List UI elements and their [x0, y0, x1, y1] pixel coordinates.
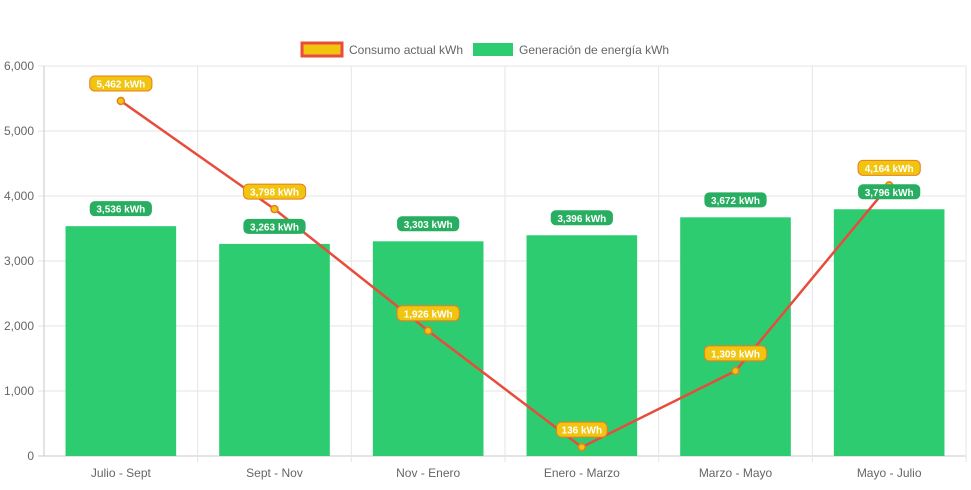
- line-data-label-bg: [857, 159, 921, 176]
- grid: [38, 65, 967, 462]
- bar-data-label: 3,536 kWh: [89, 201, 152, 217]
- line-data-label-text: 4,164 kWh: [865, 164, 914, 175]
- y-tick-label: 6,000: [4, 59, 34, 73]
- x-tick-label: Nov - Enero: [396, 466, 460, 480]
- y-tick-label: 5,000: [4, 124, 34, 138]
- line-point-consumo[interactable]: [423, 326, 433, 336]
- legend-swatch-consumo: [300, 41, 344, 58]
- x-axis: Julio - Sept Sept - Nov Nov - Enero Enero -…: [91, 466, 922, 480]
- legend-label-generacion: Generación de energía kWh: [519, 43, 669, 57]
- line-data-label: 1,309 kWh: [703, 345, 768, 362]
- bar-data-label-text: 3,303 kWh: [404, 220, 453, 231]
- line-point-consumo[interactable]: [116, 96, 126, 106]
- line-data-label-bg: [556, 421, 608, 438]
- y-tick-label: 2,000: [4, 319, 34, 333]
- line-point-consumo[interactable]: [577, 442, 587, 452]
- y-tick-label: 1,000: [4, 384, 34, 398]
- bar-generacion[interactable]: [65, 226, 177, 456]
- bar-generacion[interactable]: [833, 209, 945, 456]
- line-data-label: 3,798 kWh: [242, 183, 307, 200]
- legend-item-generacion[interactable]: Generación de energía kWh: [473, 43, 669, 57]
- bar-series: [65, 209, 945, 456]
- bar-generacion[interactable]: [680, 217, 791, 456]
- bar-data-label: 3,796 kWh: [858, 184, 921, 200]
- x-tick-label: Enero - Marzo: [544, 466, 620, 480]
- bar-data-label-text: 3,536 kWh: [96, 205, 145, 216]
- bar-data-label: 3,672 kWh: [704, 192, 767, 208]
- bar-data-label: 3,396 kWh: [550, 210, 613, 226]
- line-data-label-bg: [89, 75, 153, 92]
- bar-data-label-bg: [858, 184, 921, 200]
- line-data-label-text: 3,798 kWh: [250, 188, 299, 199]
- line-data-label: 4,164 kWh: [857, 159, 921, 176]
- legend: Consumo actual kWh Generación de energía…: [300, 41, 669, 58]
- bar-data-label-bg: [243, 218, 306, 234]
- line-data-label: 136 kWh: [556, 421, 608, 438]
- bar-data-label-bg: [89, 201, 152, 217]
- line-data-label: 1,926 kWh: [396, 305, 460, 322]
- y-tick-label: 0: [27, 449, 34, 463]
- bar-generacion[interactable]: [219, 243, 330, 456]
- y-axis: 0 1,000 2,000 3,000 4,000 5,000 6,000: [4, 59, 34, 463]
- data-labels: 3,536 kWh 3,263 kWh 3,303 kWh 3,396 kWh 3,67…: [89, 75, 921, 438]
- line-data-label-text: 136 kWh: [562, 426, 603, 437]
- bar-data-label: 3,303 kWh: [397, 216, 460, 232]
- line-data-label-bg: [396, 305, 460, 322]
- line-point-consumo[interactable]: [731, 366, 740, 376]
- legend-item-consumo[interactable]: Consumo actual kWh: [300, 41, 463, 58]
- line-point-consumo[interactable]: [270, 204, 279, 214]
- line-data-label-text: 5,462 kWh: [96, 79, 145, 90]
- x-tick-label: Julio - Sept: [91, 466, 152, 480]
- line-data-label-text: 1,309 kWh: [711, 349, 760, 360]
- line-data-label-bg: [703, 345, 768, 362]
- bar-data-label-text: 3,263 kWh: [250, 222, 299, 233]
- bar-data-label-text: 3,672 kWh: [711, 196, 760, 207]
- x-tick-label: Mayo - Julio: [857, 466, 922, 480]
- line-data-label-text: 1,926 kWh: [404, 309, 453, 320]
- bar-data-label-text: 3,396 kWh: [557, 214, 606, 225]
- bar-data-label-bg: [397, 216, 460, 232]
- legend-label-consumo: Consumo actual kWh: [349, 43, 463, 57]
- line-data-label: 5,462 kWh: [89, 75, 153, 92]
- bar-data-label-bg: [704, 192, 767, 208]
- x-tick-label: Marzo - Mayo: [699, 466, 773, 480]
- x-tick-label: Sept - Nov: [246, 466, 303, 480]
- bar-generacion[interactable]: [372, 241, 484, 456]
- legend-swatch-generacion: [473, 43, 513, 56]
- bar-data-label: 3,263 kWh: [243, 218, 306, 234]
- y-tick-label: 4,000: [4, 189, 34, 203]
- line-data-label-bg: [242, 183, 307, 200]
- bar-data-label-bg: [550, 210, 613, 226]
- bar-data-label-text: 3,796 kWh: [865, 188, 914, 199]
- y-tick-label: 3,000: [4, 254, 34, 268]
